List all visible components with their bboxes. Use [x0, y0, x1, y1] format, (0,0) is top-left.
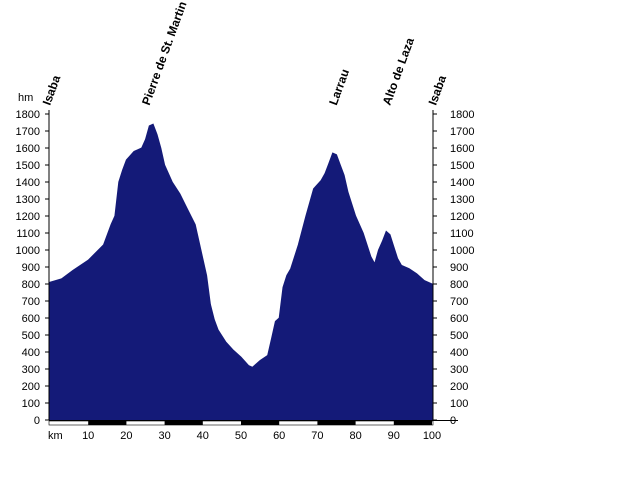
y-tick-label-right: 1100 — [450, 228, 474, 240]
x-tick-label: 70 — [311, 430, 323, 442]
x-unit-label: km — [48, 430, 63, 442]
x-tick-label: 40 — [197, 430, 209, 442]
y-tick-label-left: 600 — [22, 313, 40, 325]
y-tick-label-left: 1400 — [16, 177, 40, 189]
y-tick-label-left: 300 — [22, 364, 40, 376]
y-tick-label-left: 1000 — [16, 245, 40, 257]
y-unit-label: hm — [18, 92, 33, 104]
place-label: Alto de Laza — [380, 36, 417, 108]
place-labels: Isaba Pierre de St. Martin Larrau Alto de L… — [40, 0, 450, 107]
y-tick-label-left: 800 — [22, 279, 40, 291]
profile-area-layer — [49, 123, 433, 421]
y-tick-label-right: 0 — [450, 415, 456, 427]
y-tick-label-left: 1300 — [16, 194, 40, 206]
y-tick-label-right: 700 — [450, 296, 468, 308]
y-tick-label-right: 300 — [450, 364, 468, 376]
y-tick-label-left: 200 — [22, 381, 40, 393]
y-tick-label-right: 1300 — [450, 194, 474, 206]
y-tick-label-right: 1200 — [450, 211, 474, 223]
x-tick-label: 30 — [158, 430, 170, 442]
y-tick-label-right: 1400 — [450, 177, 474, 189]
y-tick-label-left: 1100 — [16, 228, 40, 240]
y-tick-label-right: 800 — [450, 279, 468, 291]
y-tick-label-left: 500 — [22, 330, 40, 342]
y-tick-label-left: 1600 — [16, 143, 40, 155]
y-tick-label-right: 1000 — [450, 245, 474, 257]
y-tick-label-right: 500 — [450, 330, 468, 342]
x-tick-label: 10 — [82, 430, 94, 442]
x-tick-label: 100 — [423, 430, 441, 442]
y-tick-label-left: 1200 — [16, 211, 40, 223]
axes — [48, 110, 458, 426]
y-tick-label-right: 1500 — [450, 160, 474, 172]
x-tick-label: 50 — [235, 430, 247, 442]
place-label: Larrau — [326, 67, 352, 107]
place-label: Isaba — [425, 73, 449, 107]
km-scale-segment — [241, 421, 280, 425]
x-tick-label: 80 — [349, 430, 361, 442]
y-tick-label-left: 1700 — [16, 126, 40, 138]
y-tick-label-left: 1500 — [16, 160, 40, 172]
place-label: Isaba — [40, 73, 64, 107]
y-tick-label-left: 400 — [22, 347, 40, 359]
km-scale-bar — [48, 420, 434, 426]
km-scale-segment — [164, 421, 203, 425]
km-scale-segment — [393, 421, 432, 425]
y-tick-label-right: 1800 — [450, 109, 474, 121]
y-tick-label-right: 1600 — [450, 143, 474, 155]
y-tick-label-left: 0 — [34, 415, 40, 427]
y-tick-label-right: 100 — [450, 398, 468, 410]
y-tick-label-right: 200 — [450, 381, 468, 393]
x-tick-labels: 10 20 30 40 50 60 70 80 90 100 — [82, 430, 441, 442]
y-tick-label-left: 1800 — [16, 109, 40, 121]
profile-area — [49, 123, 433, 421]
y-tick-label-left: 100 — [22, 398, 40, 410]
y-tick-label-right: 1700 — [450, 126, 474, 138]
y-tick-label-left: 700 — [22, 296, 40, 308]
km-scale-segment — [88, 421, 127, 425]
y-tick-label-right: 600 — [450, 313, 468, 325]
x-tick-label: 20 — [120, 430, 132, 442]
y-tick-labels-left: 0 100 200 300 400 500 600 700 800 900 1000 1100 1200… — [16, 109, 49, 427]
km-scale-segment — [317, 421, 356, 425]
y-tick-label-left: 900 — [22, 262, 40, 274]
x-tick-label: 60 — [273, 430, 285, 442]
y-tick-label-right: 900 — [450, 262, 468, 274]
x-tick-label: 90 — [388, 430, 400, 442]
y-tick-label-right: 400 — [450, 347, 468, 359]
place-label: Pierre de St. Martin — [139, 0, 190, 107]
y-tick-labels-right: 0 100 200 300 400 500 600 700 800 900 1000 1100 1200… — [433, 109, 474, 427]
